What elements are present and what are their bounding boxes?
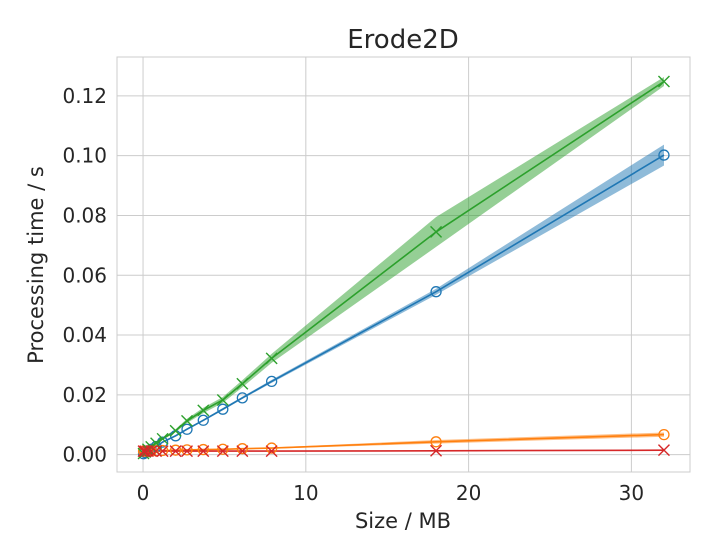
tick-layer: 0 10 20 30 0.00 0.02 0.04 0.06 0.08 0.10 0.12 bbox=[62, 84, 644, 505]
series-2-point bbox=[430, 225, 443, 238]
x-tick-label: 0 bbox=[137, 481, 150, 505]
series-2-point bbox=[156, 432, 169, 445]
series-2-point bbox=[216, 393, 229, 406]
plot-frame bbox=[116, 56, 691, 473]
series-2-point bbox=[236, 377, 249, 390]
series-0-point bbox=[181, 423, 193, 435]
y-tick-label: 0.10 bbox=[62, 144, 107, 168]
series-3-point bbox=[156, 445, 169, 458]
series-0-point bbox=[430, 286, 442, 298]
y-tick-label: 0.08 bbox=[62, 203, 107, 227]
series-1-point bbox=[236, 443, 248, 455]
marker-layer bbox=[137, 75, 670, 460]
y-axis-label: Processing time / s bbox=[24, 166, 48, 364]
series-0-point bbox=[658, 149, 670, 161]
y-tick-label: 0.04 bbox=[62, 323, 107, 347]
series-1-point bbox=[181, 444, 193, 456]
series-3-point bbox=[430, 444, 443, 457]
chart-title: Erode2D bbox=[347, 25, 459, 55]
series-2-point bbox=[169, 424, 182, 437]
y-tick-label: 0.06 bbox=[62, 263, 107, 287]
y-tick-label: 0.12 bbox=[62, 84, 107, 108]
y-tick-label: 0.02 bbox=[62, 383, 107, 407]
series-2-point bbox=[265, 352, 278, 365]
x-tick-label: 20 bbox=[456, 481, 481, 505]
series-1-point bbox=[430, 436, 442, 448]
series-3-point bbox=[197, 445, 210, 458]
x-axis-label: Size / MB bbox=[355, 509, 451, 533]
y-tick-label: 0.00 bbox=[62, 443, 107, 467]
series-1-band bbox=[143, 432, 664, 452]
series-3-point bbox=[181, 445, 193, 458]
series-3-point bbox=[236, 445, 249, 458]
series-3-point bbox=[169, 445, 182, 458]
x-tick-label: 30 bbox=[619, 481, 644, 505]
series-1-point bbox=[169, 444, 182, 456]
series-2-point bbox=[657, 75, 670, 88]
series-0-point bbox=[197, 414, 209, 426]
series-2-point bbox=[197, 404, 210, 417]
series-1-point bbox=[197, 443, 209, 456]
x-tick-label: 10 bbox=[293, 481, 318, 505]
series-0-point bbox=[217, 403, 229, 415]
series-3-point bbox=[145, 445, 158, 458]
series-1-point bbox=[658, 428, 670, 441]
series-3-point bbox=[216, 445, 229, 458]
series-0-point bbox=[236, 392, 248, 404]
series-3-point bbox=[139, 445, 152, 458]
series-1-point bbox=[265, 442, 278, 454]
series-2-point bbox=[181, 414, 193, 427]
grid-layer bbox=[117, 57, 690, 472]
series-0-point bbox=[265, 375, 278, 388]
series-3-point bbox=[657, 444, 670, 457]
series-3-point bbox=[265, 445, 278, 458]
series-1-point bbox=[217, 443, 229, 455]
